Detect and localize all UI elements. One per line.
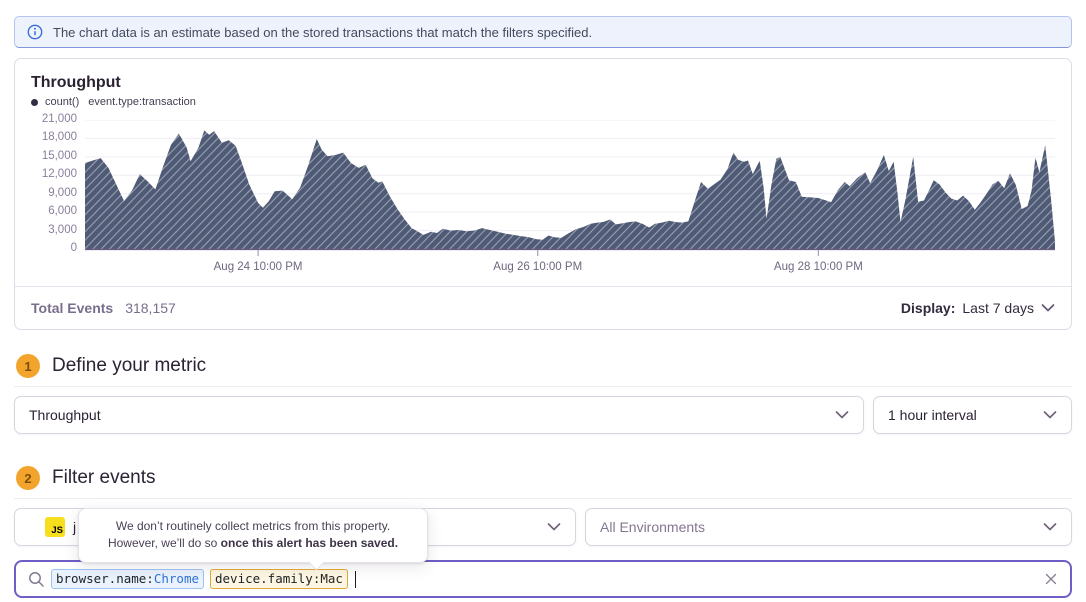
metric-select[interactable]: Throughput xyxy=(14,396,864,434)
filter-section-title: Filter events xyxy=(52,467,156,488)
total-events-label: Total Events xyxy=(31,300,114,316)
throughput-chart: 21,000 18,000 15,000 12,000 9,000 6,000 3,000 0… xyxy=(31,113,1055,286)
y-axis-label: 15,000 xyxy=(41,149,77,162)
chevron-down-icon xyxy=(1041,304,1055,312)
search-token-device-family[interactable]: device.family:Mac xyxy=(210,569,348,589)
step-badge-1: 1 xyxy=(16,354,40,378)
display-value: Last 7 days xyxy=(962,300,1034,316)
javascript-platform-icon: JS xyxy=(45,517,65,537)
tooltip-line2-bold: once this alert has been saved. xyxy=(220,536,399,551)
y-axis-label: 18,000 xyxy=(41,131,77,144)
total-events: Total Events 318,157 xyxy=(31,300,176,316)
project-select-value: j xyxy=(73,519,77,535)
interval-select-value: 1 hour interval xyxy=(888,407,977,423)
metric-section-title: Define your metric xyxy=(52,355,207,376)
y-axis-label: 0 xyxy=(70,242,77,254)
display-range-dropdown[interactable]: Display: Last 7 days xyxy=(901,300,1055,316)
legend-dot-icon xyxy=(31,98,38,106)
info-icon xyxy=(27,24,43,40)
chart-plot-area[interactable]: Aug 24 10:00 PM Aug 26 10:00 PM Aug 28 10:… xyxy=(85,120,1055,286)
chart-panel: Throughput count() event.type:transactio… xyxy=(14,58,1072,330)
metric-select-value: Throughput xyxy=(29,407,101,423)
y-axis: 21,000 18,000 15,000 12,000 9,000 6,000 3,000 0 xyxy=(31,113,85,286)
interval-select[interactable]: 1 hour interval xyxy=(873,396,1072,434)
filter-section-header: 2 Filter events xyxy=(14,466,1072,499)
x-axis-label: Aug 26 10:00 PM xyxy=(493,261,583,273)
y-axis-label: 9,000 xyxy=(48,186,77,199)
metric-section-header: 1 Define your metric xyxy=(14,354,1072,387)
display-label: Display: xyxy=(900,300,956,316)
clear-search-button[interactable] xyxy=(1044,572,1058,586)
x-axis: Aug 24 10:00 PM Aug 26 10:00 PM Aug 28 10:… xyxy=(85,261,1055,279)
environment-select[interactable]: All Environments xyxy=(585,508,1072,546)
total-events-value: 318,157 xyxy=(125,300,176,316)
chart-legend: count() event.type:transaction xyxy=(31,96,1055,108)
y-axis-label: 6,000 xyxy=(48,205,77,218)
text-caret xyxy=(354,570,356,588)
legend-query: event.type:transaction xyxy=(88,96,196,108)
metric-row: Throughput 1 hour interval xyxy=(14,396,1072,434)
search-icon xyxy=(29,571,44,587)
search-row: We don’t routinely collect metrics from … xyxy=(14,508,1072,598)
search-input[interactable]: browser.name:Chrome device.family:Mac xyxy=(14,560,1072,598)
step-badge-2: 2 xyxy=(16,466,40,490)
x-axis-label: Aug 28 10:00 PM xyxy=(773,261,863,273)
metrics-tooltip: We don’t routinely collect metrics from … xyxy=(78,508,428,571)
banner-text: The chart data is an estimate based on t… xyxy=(53,24,593,40)
chart-footer: Total Events 318,157 Display: Last 7 day… xyxy=(15,286,1071,329)
y-axis-label: 21,000 xyxy=(41,113,77,125)
chevron-down-icon xyxy=(1043,523,1057,531)
legend-series: count() xyxy=(45,96,80,108)
y-axis-label: 12,000 xyxy=(41,168,77,181)
chevron-down-icon xyxy=(1043,411,1057,419)
close-icon xyxy=(1045,573,1057,585)
tooltip-line1: We don’t routinely collect metrics from … xyxy=(115,519,391,534)
chart-title: Throughput xyxy=(31,74,121,91)
chevron-down-icon xyxy=(835,411,849,419)
chevron-down-icon xyxy=(547,523,561,531)
y-axis-label: 3,000 xyxy=(48,223,77,236)
tooltip-line2: However, we’ll do so xyxy=(107,536,221,551)
x-axis-label: Aug 24 10:00 PM xyxy=(213,261,303,273)
info-banner: The chart data is an estimate based on t… xyxy=(14,16,1072,48)
environment-select-value: All Environments xyxy=(600,519,706,535)
search-token-browser-name[interactable]: browser.name:Chrome xyxy=(51,569,204,589)
area-series xyxy=(85,120,1055,256)
